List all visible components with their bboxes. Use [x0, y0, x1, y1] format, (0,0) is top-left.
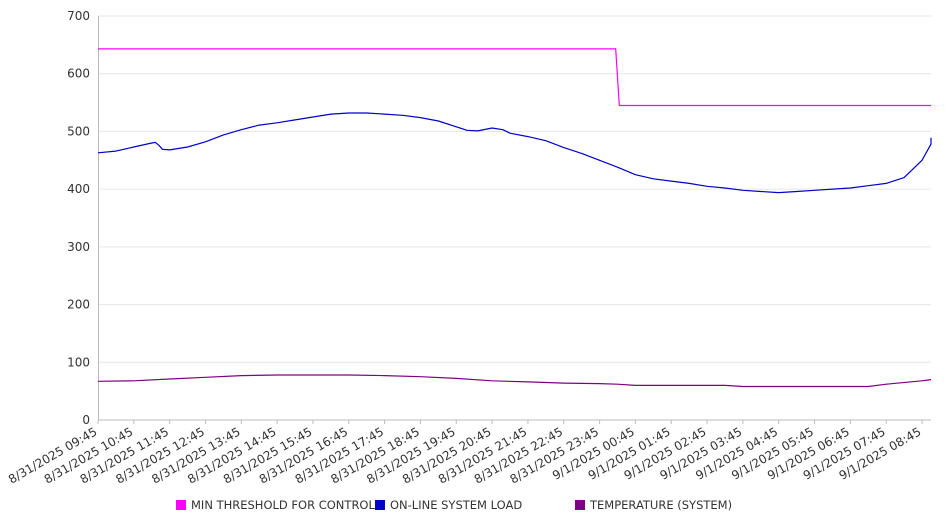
legend-swatch: [176, 500, 186, 510]
legend-item-online-system-load[interactable]: ON-LINE SYSTEM LOAD: [375, 498, 522, 512]
legend-label: MIN THRESHOLD FOR CONTROL: [191, 498, 375, 512]
gridlines: [98, 15, 931, 421]
legend-swatch: [375, 500, 385, 510]
x-axis: 8/31/2025 09:458/31/2025 10:458/31/2025 …: [6, 420, 924, 487]
y-axis: 0 100 200 300 400 500 600 700: [67, 9, 99, 427]
legend-label: TEMPERATURE (SYSTEM): [590, 498, 733, 512]
y-tick-label: 400: [67, 182, 90, 196]
y-tick-label: 300: [67, 240, 90, 254]
y-tick-label: 500: [67, 124, 90, 138]
y-tick-label: 200: [67, 298, 90, 312]
y-tick-label: 700: [67, 9, 90, 23]
legend-item-temperature-system[interactable]: TEMPERATURE (SYSTEM): [575, 498, 732, 512]
y-tick-label: 600: [67, 67, 90, 81]
y-tick-label: 100: [67, 355, 90, 369]
series-line-0: [98, 48, 931, 107]
series-line-1: [97, 112, 932, 194]
series-line-2: [97, 374, 932, 388]
legend: MIN THRESHOLD FOR CONTROL ON-LINE SYSTEM…: [0, 498, 946, 518]
series-lines: [97, 48, 932, 388]
legend-swatch: [575, 500, 585, 510]
legend-label: ON-LINE SYSTEM LOAD: [390, 498, 523, 512]
legend-item-min-threshold[interactable]: MIN THRESHOLD FOR CONTROL: [176, 498, 375, 512]
y-tick-label: 0: [82, 413, 90, 427]
